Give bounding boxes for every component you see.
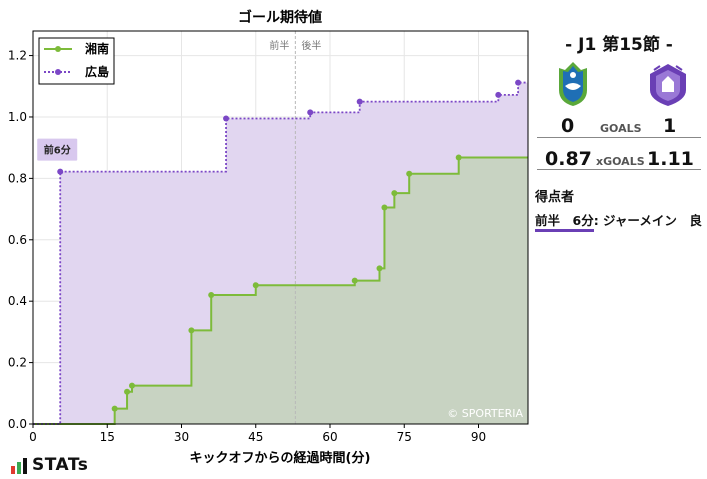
y-tick-label: 0.6 [8, 233, 27, 247]
x-tick-label: 60 [322, 430, 337, 444]
data-point [208, 292, 215, 299]
watermark: © SPORTERIA [447, 407, 523, 420]
divider [537, 169, 701, 170]
xg-timeline-chart: ゴール期待値 前半 後半 © SPORTERIA 前6分 0 15 30 45 60 75 90 0.… [8, 9, 529, 466]
sanfrecce-hiroshima-crest-icon [650, 64, 686, 106]
x-tick-label: 30 [174, 430, 189, 444]
data-point [223, 115, 230, 122]
data-point [356, 98, 363, 105]
y-tick-label: 0.2 [8, 356, 27, 370]
data-point [495, 91, 502, 98]
y-tick-label: 1.0 [8, 110, 27, 124]
x-tick-label: 15 [100, 430, 115, 444]
goals-label: GOALS [600, 122, 642, 135]
series-line [33, 81, 528, 425]
home-goals: 0 [561, 115, 575, 137]
scorers-title: 得点者 [535, 190, 575, 205]
data-point [455, 154, 462, 161]
data-point [252, 282, 259, 289]
match-summary-panel: - J1 第15節 - 0 GOALS 1 0.87 xGOALS 1.11 得… [533, 0, 705, 479]
data-point [381, 204, 388, 211]
brand-name: STATs [32, 455, 89, 475]
data-point [515, 79, 522, 86]
data-point [111, 405, 118, 412]
shonan-bellmare-crest-icon [559, 62, 587, 106]
data-point [351, 277, 358, 284]
xgoals-label: xGOALS [596, 155, 645, 168]
half-label: 前半 [269, 39, 289, 52]
y-tick-label: 1.2 [8, 49, 27, 63]
goals-row: 0 GOALS 1 [533, 115, 705, 139]
y-tick-label: 0.4 [8, 294, 27, 308]
data-point [57, 168, 64, 175]
stats-bar-icon [11, 458, 27, 474]
home-xg: 0.87 [545, 148, 592, 170]
plot-frame [32, 30, 529, 425]
legend-box [38, 37, 115, 85]
x-tick-label: 0 [29, 430, 37, 444]
legend-label: 湘南 [85, 41, 109, 56]
xgoals-row: 0.87 xGOALS 1.11 [533, 148, 705, 174]
series-area [33, 157, 528, 424]
annotation-box [37, 138, 78, 161]
y-tick-label: 0.0 [8, 417, 27, 431]
scorer-time: 前半 6分 [535, 213, 594, 232]
x-tick-label: 45 [248, 430, 263, 444]
x-tick-label: 90 [471, 430, 486, 444]
data-point [376, 265, 383, 272]
legend-marker [55, 69, 61, 75]
x-tick-label: 75 [397, 430, 412, 444]
annotation-label: 前6分 [44, 144, 71, 157]
divider [537, 137, 701, 138]
away-goals: 1 [663, 115, 677, 137]
data-point [129, 382, 135, 389]
data-point [124, 388, 131, 395]
chart-title: ゴール期待値 [238, 9, 322, 26]
match-round-title: - J1 第15節 - [565, 35, 673, 55]
legend-label: 広島 [85, 64, 109, 79]
scorer-item: 前半 6分: ジャーメイン 良 [535, 210, 702, 232]
away-xg: 1.11 [647, 148, 694, 170]
data-point [188, 327, 195, 334]
legend-marker [55, 46, 61, 52]
x-axis-label: キックオフからの経過時間(分) [190, 450, 371, 466]
half-label: 後半 [301, 39, 321, 52]
scorer-name: : ジャーメイン 良 [593, 213, 702, 228]
y-tick-label: 0.8 [8, 171, 27, 185]
data-point [307, 109, 314, 116]
data-point [391, 190, 398, 197]
data-point [406, 170, 413, 177]
